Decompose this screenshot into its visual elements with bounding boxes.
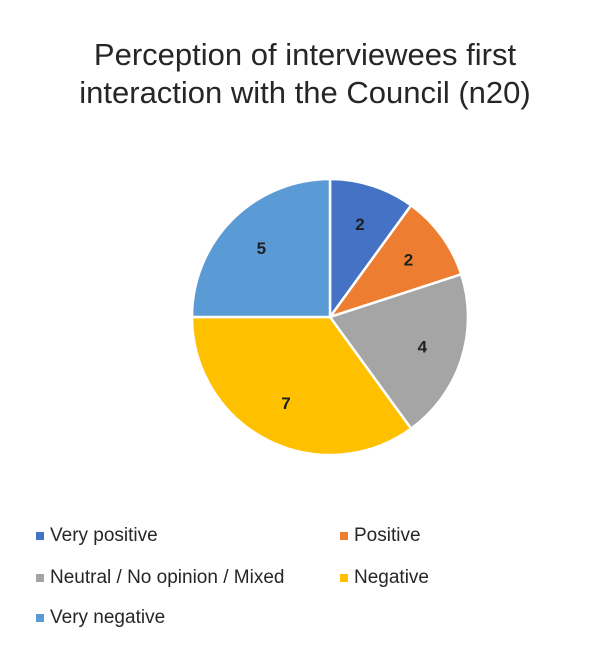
legend-item-very-negative: Very negative — [36, 607, 165, 629]
pie-slice-very-negative — [190, 177, 332, 319]
pie-slice-neutral-no-opinion-mixed — [328, 273, 470, 430]
legend-swatch-neutral-no-opinion-mixed — [36, 574, 44, 582]
pie-slice-negative — [190, 315, 413, 457]
pie-data-labels: 2 2 4 7 5 — [257, 215, 428, 413]
legend-item-very-positive: Very positive — [36, 525, 158, 547]
legend-swatch-positive — [340, 532, 348, 540]
data-label-very-negative: 5 — [257, 239, 266, 258]
legend-label-very-positive: Very positive — [50, 525, 158, 546]
legend-label-negative: Negative — [354, 567, 429, 588]
data-label-negative: 7 — [281, 394, 290, 413]
legend-swatch-negative — [340, 574, 348, 582]
chart-title-line-2: interaction with the Council (n20) — [79, 75, 531, 110]
pie-slice-positive — [328, 204, 463, 319]
legend-swatch-very-negative — [36, 614, 44, 622]
legend-label-neutral-no-opinion-mixed: Neutral / No opinion / Mixed — [50, 567, 285, 588]
data-label-neutral-no-opinion-mixed: 4 — [418, 338, 428, 357]
chart-title-line-1: Perception of interviewees first — [93, 37, 517, 72]
legend-swatch-very-positive — [36, 532, 44, 540]
legend-item-negative: Negative — [340, 567, 429, 589]
legend-item-neutral-no-opinion-mixed: Neutral / No opinion / Mixed — [36, 567, 284, 589]
pie-slices — [190, 177, 470, 457]
legend-label-positive: Positive — [354, 525, 421, 546]
chart-title: Perception of interviewees first interac… — [0, 36, 610, 112]
pie-slice-very-positive — [328, 177, 413, 319]
legend-label-very-negative: Very negative — [50, 607, 166, 628]
data-label-positive: 2 — [404, 251, 413, 270]
data-label-very-positive: 2 — [355, 215, 364, 234]
legend-item-positive: Positive — [340, 525, 421, 547]
